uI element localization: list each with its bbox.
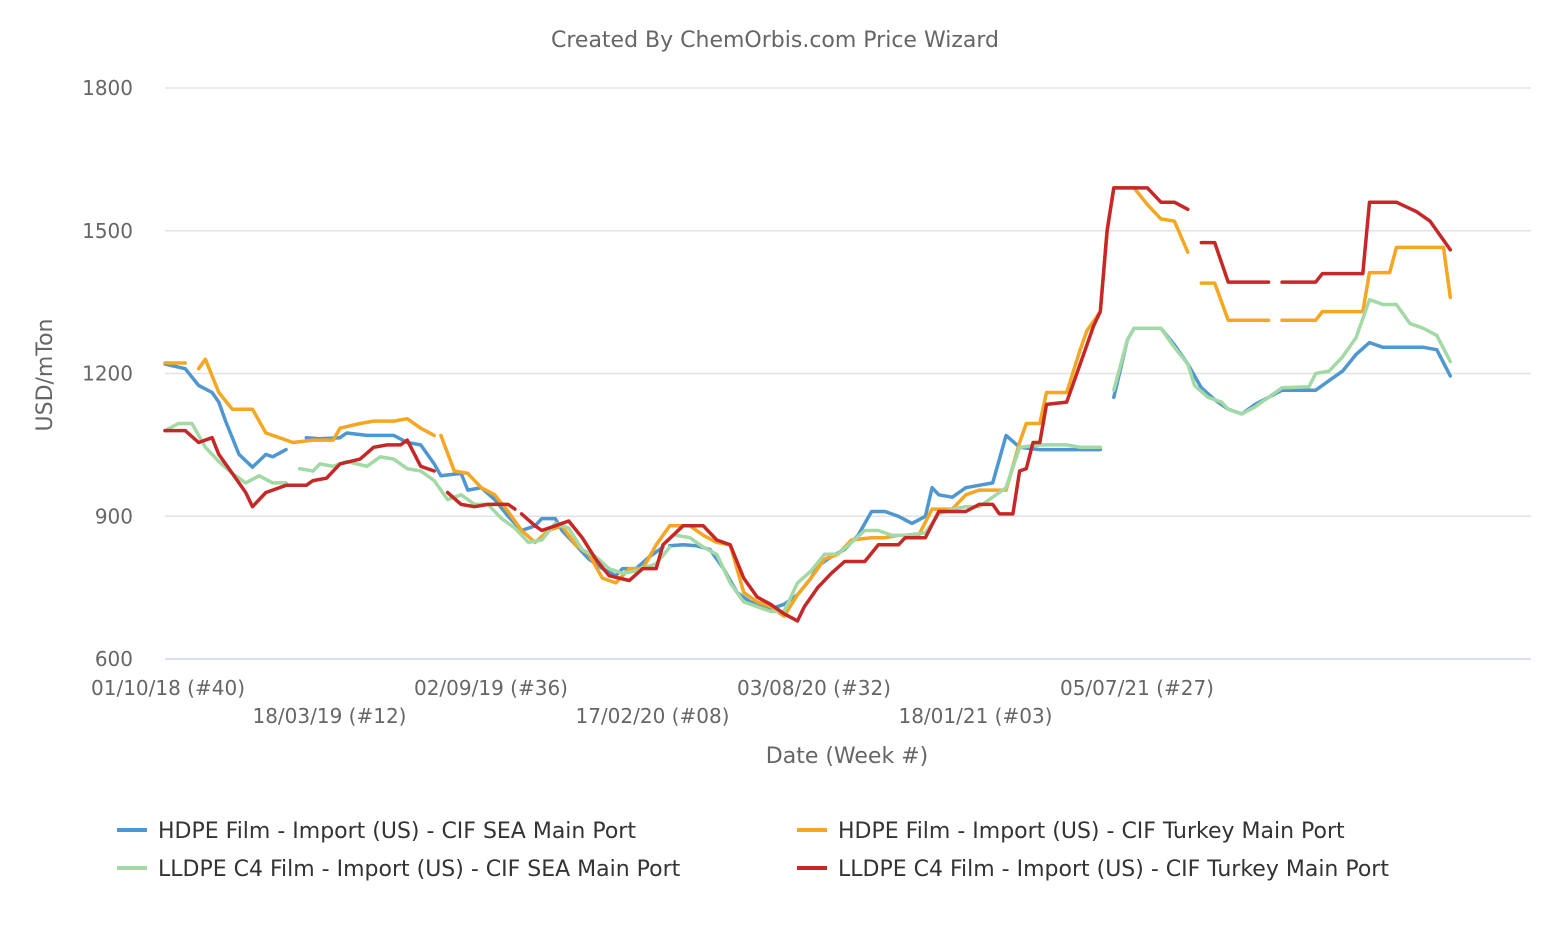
series-line-segment xyxy=(674,443,1103,614)
legend-item[interactable]: HDPE Film - Import (US) - CIF Turkey Mai… xyxy=(797,819,1345,844)
series-4 xyxy=(163,186,1453,623)
series-line-segment xyxy=(439,186,1190,618)
x-tick-label: 02/09/19 (#36) xyxy=(414,676,568,700)
series-line-segment xyxy=(1280,245,1453,322)
series-3 xyxy=(163,297,1453,614)
x-tick-label: 05/07/21 (#27) xyxy=(1060,676,1214,700)
legend-label: HDPE Film - Import (US) - CIF Turkey Mai… xyxy=(838,819,1345,844)
series-line-segment xyxy=(1199,240,1271,284)
y-tick-label: 1200 xyxy=(82,362,133,386)
y-tick-label: 1800 xyxy=(82,76,133,100)
series-line-segment xyxy=(445,490,517,511)
series-line-segment xyxy=(196,357,436,445)
x-tick-label: 03/08/20 (#32) xyxy=(737,676,891,700)
x-tick-label: 01/10/18 (#40) xyxy=(91,676,245,700)
legend-label: LLDPE C4 Film - Import (US) - CIF SEA Ma… xyxy=(158,857,681,882)
series-line-segment xyxy=(297,455,672,576)
series-line-segment xyxy=(1280,200,1453,284)
y-tick-label: 900 xyxy=(95,504,133,528)
y-axis-label: USD/mTon xyxy=(33,319,58,432)
legend-item[interactable]: LLDPE C4 Film - Import (US) - CIF SEA Ma… xyxy=(117,857,681,882)
x-tick-label: 17/02/20 (#08) xyxy=(575,704,729,728)
series-line-segment xyxy=(163,362,288,469)
x-tick-label: 18/03/19 (#12) xyxy=(252,704,406,728)
chart-title: Created By ChemOrbis.com Price Wizard xyxy=(551,28,999,53)
legend-label: LLDPE C4 Film - Import (US) - CIF Turkey… xyxy=(838,857,1389,882)
series-lines xyxy=(163,186,1453,623)
y-tick-label: 1500 xyxy=(82,219,133,243)
legend-item[interactable]: LLDPE C4 Film - Import (US) - CIF Turkey… xyxy=(797,857,1389,882)
series-line-segment xyxy=(1199,281,1271,322)
grid-lines xyxy=(165,87,1531,660)
series-line-segment xyxy=(1112,297,1453,416)
x-axis-label: Date (Week #) xyxy=(766,744,928,769)
series-1 xyxy=(163,326,1453,611)
y-tick-label: 600 xyxy=(95,647,133,671)
series-line-segment xyxy=(1112,326,1453,416)
series-line-segment xyxy=(163,428,436,509)
series-line-segment xyxy=(163,421,288,485)
legend-label: HDPE Film - Import (US) - CIF SEA Main P… xyxy=(158,819,636,844)
x-tick-label: 18/01/21 (#03) xyxy=(898,704,1052,728)
legend-item[interactable]: HDPE Film - Import (US) - CIF SEA Main P… xyxy=(117,819,636,844)
series-line-segment xyxy=(667,433,1103,611)
series-line-segment xyxy=(519,186,1190,623)
y-axis-ticks: 600 900 1200 1500 1800 xyxy=(82,76,133,671)
x-axis-ticks: 01/10/18 (#40) 18/03/19 (#12) 02/09/19 (#3… xyxy=(91,676,1214,728)
legend: HDPE Film - Import (US) - CIF SEA Main P… xyxy=(117,819,1389,882)
series-line-segment xyxy=(304,431,665,578)
